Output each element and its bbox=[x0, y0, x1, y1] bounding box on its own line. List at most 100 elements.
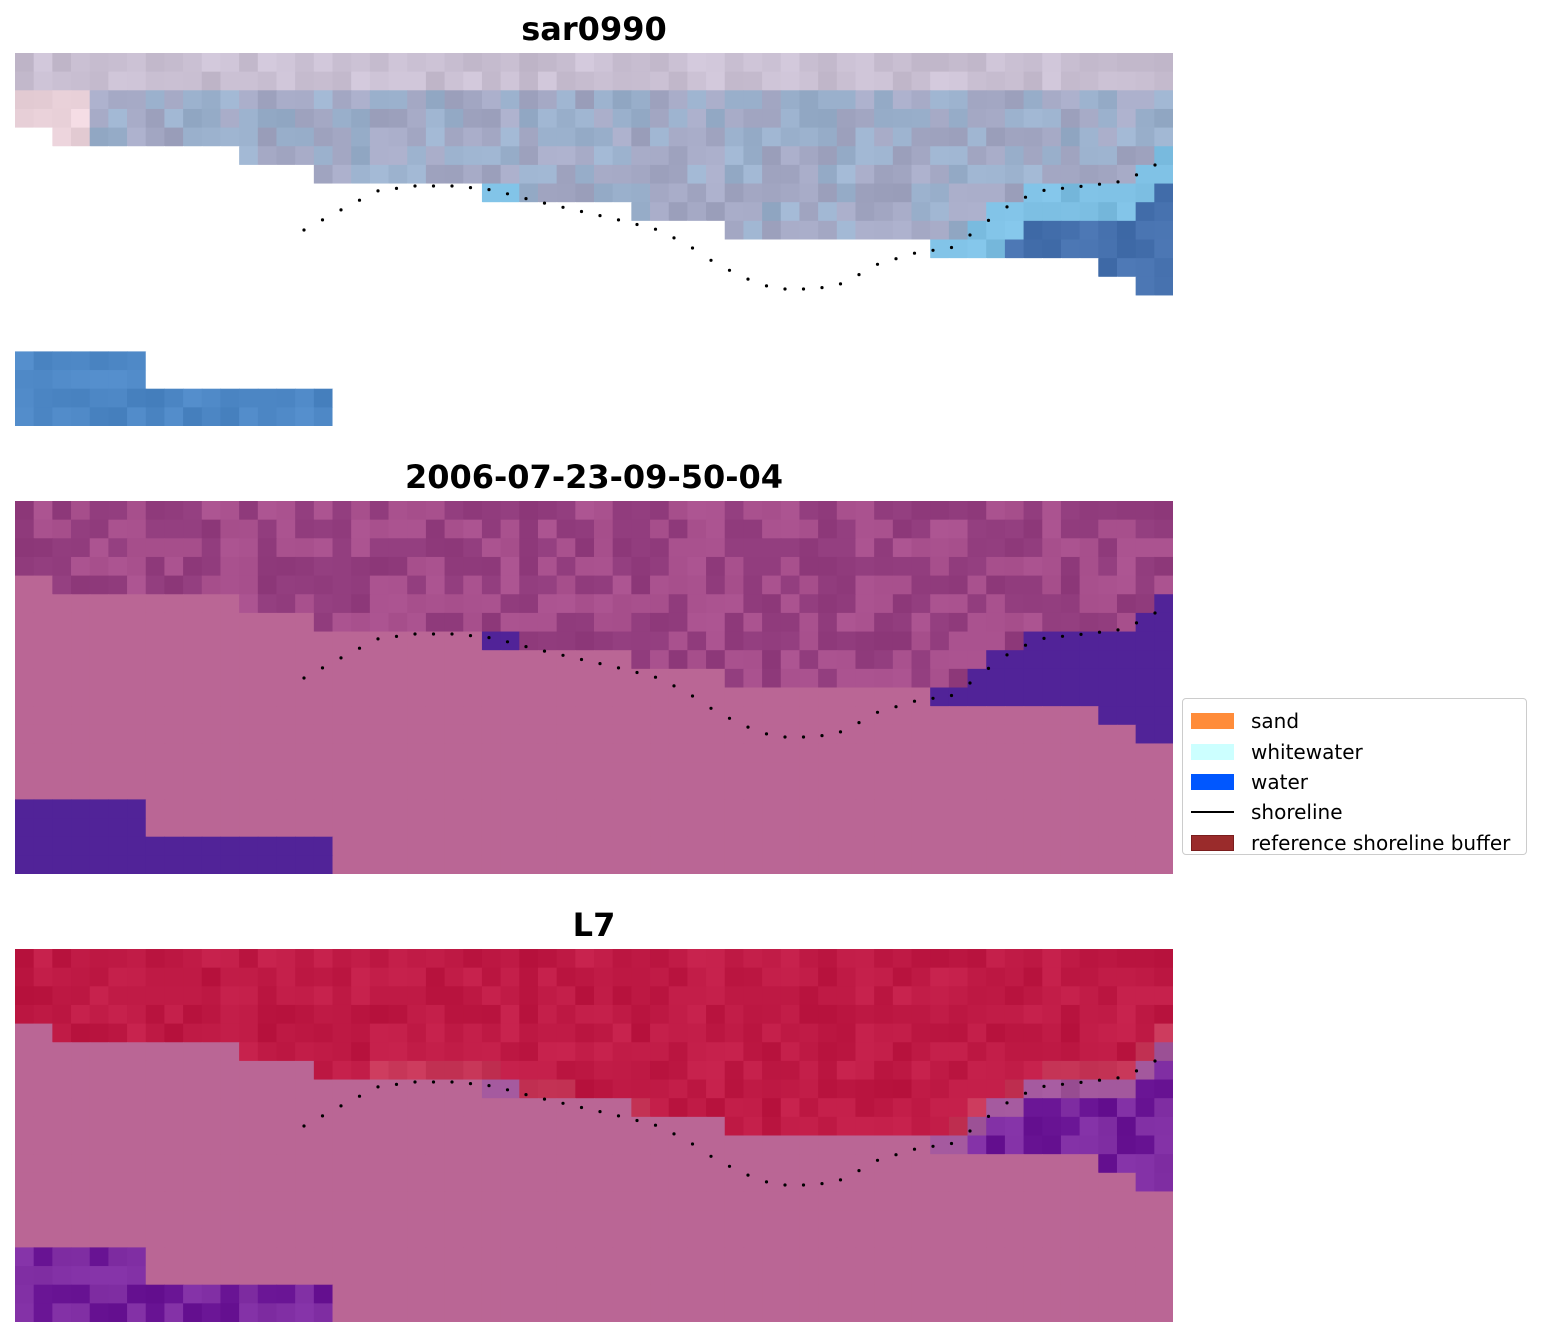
pixel bbox=[892, 594, 913, 614]
pixel bbox=[276, 388, 296, 408]
pixel bbox=[351, 1154, 371, 1174]
pixel bbox=[687, 1004, 707, 1025]
pixel bbox=[836, 202, 857, 222]
pixel bbox=[1098, 1135, 1118, 1155]
pixel bbox=[351, 501, 371, 521]
pixel bbox=[500, 295, 520, 315]
water-swatch bbox=[1191, 773, 1234, 790]
pixel bbox=[313, 407, 334, 426]
pixel bbox=[892, 818, 913, 838]
pixel bbox=[444, 724, 464, 745]
pixel bbox=[481, 1060, 502, 1081]
pixel bbox=[1004, 1042, 1025, 1062]
pixel bbox=[52, 706, 72, 726]
pixel bbox=[183, 71, 203, 91]
pixel bbox=[295, 1042, 315, 1062]
pixel bbox=[818, 1004, 838, 1025]
pixel bbox=[444, 762, 464, 782]
shoreline-point bbox=[801, 735, 806, 739]
pixel bbox=[220, 71, 240, 91]
pixel bbox=[537, 986, 558, 1006]
pixel bbox=[52, 351, 72, 371]
pixel bbox=[818, 1116, 838, 1137]
pixel bbox=[948, 612, 969, 633]
pixel bbox=[519, 818, 539, 838]
pixel bbox=[836, 146, 857, 166]
pixel bbox=[818, 258, 838, 278]
pixel bbox=[201, 53, 222, 73]
pixel bbox=[668, 1210, 688, 1230]
pixel bbox=[930, 351, 950, 371]
shoreline-point bbox=[746, 725, 750, 729]
pixel bbox=[276, 1266, 296, 1286]
pixel bbox=[855, 780, 875, 800]
pixel bbox=[556, 836, 576, 856]
pixel bbox=[612, 780, 632, 800]
pixel bbox=[1079, 799, 1099, 819]
pixel bbox=[351, 1098, 371, 1118]
pixel bbox=[575, 1303, 595, 1322]
shoreline-point bbox=[339, 1104, 343, 1108]
pixel bbox=[1154, 519, 1173, 539]
pixel bbox=[706, 332, 726, 352]
classified-image bbox=[15, 501, 1173, 874]
pixel bbox=[874, 146, 894, 166]
pixel bbox=[724, 668, 745, 689]
pixel bbox=[967, 986, 987, 1006]
pixel bbox=[1135, 1284, 1155, 1304]
pixel bbox=[986, 1228, 1006, 1248]
pixel bbox=[407, 501, 427, 521]
pixel bbox=[892, 1042, 913, 1062]
pixel bbox=[89, 556, 109, 577]
pixel bbox=[15, 388, 35, 408]
pixel bbox=[276, 146, 296, 166]
pixel bbox=[369, 519, 390, 539]
pixel bbox=[911, 164, 931, 185]
pixel bbox=[687, 1172, 707, 1193]
pixel bbox=[930, 332, 950, 352]
pixel bbox=[743, 90, 763, 110]
pixel bbox=[295, 519, 315, 539]
pixel bbox=[519, 650, 539, 670]
pixel bbox=[967, 220, 987, 241]
pixel bbox=[201, 1228, 222, 1248]
pixel bbox=[743, 799, 763, 819]
pixel bbox=[425, 1023, 446, 1043]
shoreline-point bbox=[561, 1101, 565, 1105]
pixel bbox=[855, 71, 875, 91]
pixel bbox=[948, 1154, 969, 1174]
pixel bbox=[481, 1042, 502, 1062]
pixel bbox=[986, 986, 1006, 1006]
pixel bbox=[948, 1303, 969, 1322]
shoreline-point bbox=[783, 1183, 787, 1187]
pixel bbox=[1116, 1116, 1137, 1137]
pixel bbox=[276, 1079, 296, 1099]
pixel bbox=[164, 949, 184, 969]
pixel bbox=[911, 1284, 931, 1304]
pixel bbox=[33, 1303, 53, 1322]
pixel bbox=[948, 818, 969, 838]
pixel bbox=[1135, 183, 1155, 203]
pixel bbox=[276, 164, 296, 185]
pixel bbox=[71, 295, 91, 315]
pixel bbox=[743, 1004, 763, 1025]
pixel bbox=[1154, 687, 1173, 707]
pixel bbox=[369, 818, 390, 838]
pixel bbox=[930, 127, 950, 147]
pixel bbox=[668, 724, 688, 745]
pixel bbox=[332, 1284, 352, 1304]
pixel bbox=[799, 332, 819, 352]
pixel bbox=[369, 501, 390, 521]
pixel bbox=[407, 127, 427, 147]
pixel bbox=[239, 836, 259, 856]
pixel bbox=[313, 108, 334, 129]
pixel bbox=[481, 1023, 502, 1043]
pixel bbox=[687, 370, 707, 390]
pixel bbox=[33, 538, 53, 558]
pixel bbox=[369, 258, 390, 278]
pixel bbox=[706, 108, 726, 129]
pixel bbox=[145, 724, 166, 745]
pixel bbox=[519, 239, 539, 259]
pixel bbox=[1116, 164, 1137, 185]
pixel bbox=[425, 855, 446, 874]
